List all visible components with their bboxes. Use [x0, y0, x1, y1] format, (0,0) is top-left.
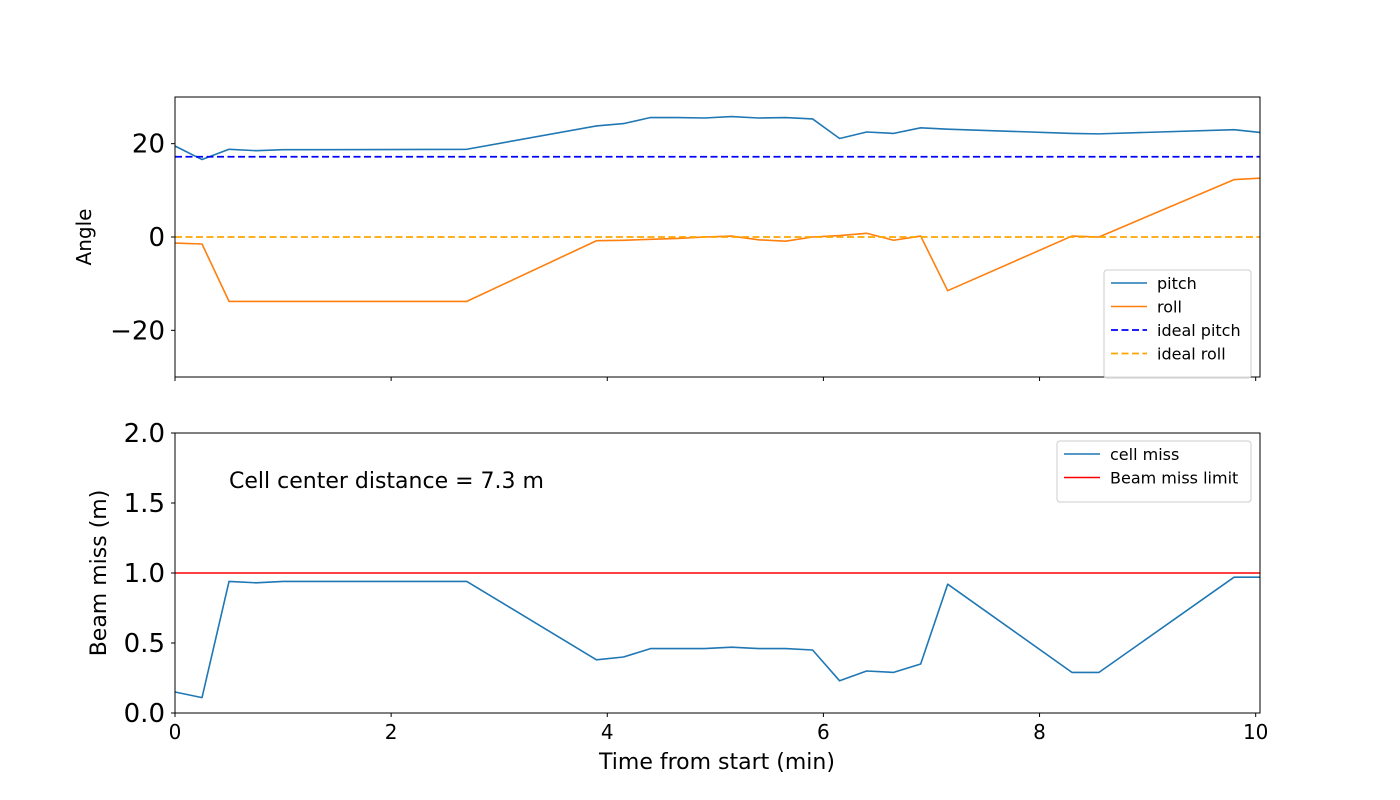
beam-miss-ticks: 0.0 0.5 1.0 1.5 2.0 0 2 4 6 8 10 — [124, 419, 1269, 744]
beam-miss-xtick-label: 4 — [601, 720, 614, 744]
beam-miss-axes: 0.0 0.5 1.0 1.5 2.0 0 2 4 6 8 10 Beam miss (m) Tim… — [87, 419, 1268, 775]
beam-miss-xtick-label: 2 — [385, 720, 398, 744]
beam-miss-xtick-label: 10 — [1243, 720, 1268, 744]
beam-miss-plot-area — [174, 572, 1260, 699]
angle-legend-box — [1103, 269, 1252, 379]
beam-miss-legend-label-beam-miss-limit: Beam miss limit — [1110, 469, 1238, 488]
angle-legend-label-ideal-roll: ideal roll — [1157, 345, 1226, 364]
angle-y-axis-label: Angle — [72, 209, 96, 266]
angle-series-roll — [174, 177, 1261, 303]
beam-miss-ytick-label: 0.0 — [124, 699, 165, 729]
beam-miss-ytick-label: 1.0 — [124, 559, 165, 589]
beam-miss-legend-box — [1056, 440, 1252, 503]
angle-ticks: 20 0 −20 — [110, 130, 1257, 381]
angle-legend-label-roll: roll — [1157, 298, 1182, 317]
beam-miss-legend-label-cell-miss: cell miss — [1110, 445, 1179, 464]
beam-miss-xtick-label: 8 — [1033, 720, 1046, 744]
angle-plot-area — [174, 115, 1261, 303]
angle-series-pitch — [174, 115, 1261, 161]
beam-miss-ytick-label: 2.0 — [124, 419, 165, 449]
beam-miss-series-cell-miss — [174, 576, 1260, 699]
beam-miss-xtick-label: 0 — [169, 720, 182, 744]
angle-ytick-label: −20 — [110, 316, 165, 346]
angle-legend-label-ideal-pitch: ideal pitch — [1157, 321, 1241, 340]
beam-miss-y-axis-label: Beam miss (m) — [87, 490, 112, 657]
beam-miss-legend: cell miss Beam miss limit — [1056, 440, 1252, 503]
beam-miss-ytick-label: 1.5 — [124, 489, 165, 519]
angle-axes: 20 0 −20 Angle pitch roll ideal pitch ideal r… — [72, 96, 1261, 381]
angle-legend: pitch roll ideal pitch ideal roll — [1103, 269, 1252, 379]
time-x-axis-label: Time from start (min) — [598, 750, 835, 775]
cell-center-annotation: Cell center distance = 7.3 m — [229, 469, 544, 494]
angle-ytick-label: 20 — [132, 130, 165, 160]
beam-miss-ytick-label: 0.5 — [124, 629, 165, 659]
beam-miss-xtick-label: 6 — [817, 720, 830, 744]
angle-legend-label-pitch: pitch — [1157, 274, 1197, 293]
angle-ytick-label: 0 — [148, 223, 165, 253]
